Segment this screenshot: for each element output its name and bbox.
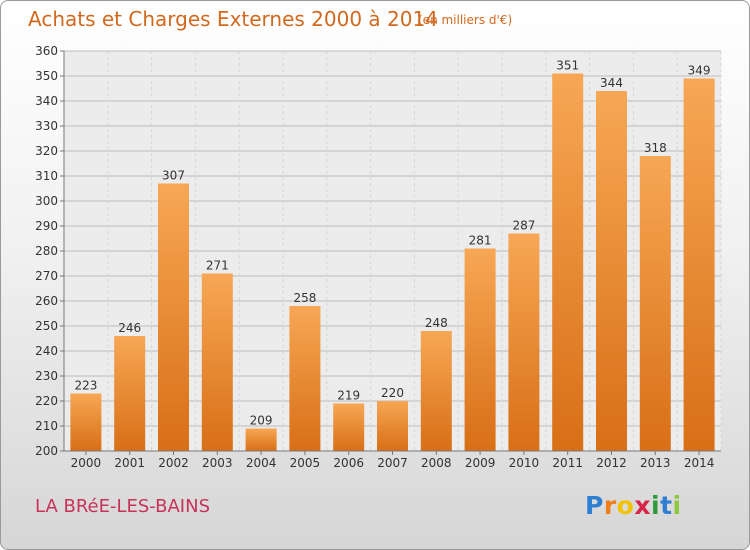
bar xyxy=(639,156,671,451)
bar xyxy=(464,248,496,451)
data-label: 287 xyxy=(512,219,535,233)
x-tick-label: 2009 xyxy=(465,456,496,470)
y-tick-label: 280 xyxy=(35,244,58,258)
x-tick-label: 2005 xyxy=(290,456,321,470)
y-tick-label: 340 xyxy=(35,94,58,108)
data-label: 220 xyxy=(381,386,404,400)
data-label: 344 xyxy=(600,76,623,90)
data-label: 248 xyxy=(425,316,448,330)
y-tick-label: 200 xyxy=(35,444,58,458)
x-tick-label: 2002 xyxy=(158,456,189,470)
logo-letter: x xyxy=(634,491,651,520)
bar xyxy=(377,401,408,451)
logo-letter: r xyxy=(603,491,617,520)
chart-title: Achats et Charges Externes 2000 à 2014 xyxy=(28,7,438,31)
x-tick-label: 2003 xyxy=(202,456,233,470)
y-tick-label: 260 xyxy=(35,294,58,308)
chart-subtitle: (en milliers d'€) xyxy=(418,13,513,27)
logo-letter: o xyxy=(616,491,635,520)
logo-letter: P xyxy=(585,491,604,520)
data-label: 349 xyxy=(688,64,711,78)
y-tick-label: 310 xyxy=(35,169,58,183)
bar xyxy=(70,393,102,451)
x-tick-label: 2007 xyxy=(377,456,408,470)
commune-name: LA BRéE-LES-BAINS xyxy=(35,496,211,517)
data-label: 223 xyxy=(74,379,97,393)
y-tick-label: 330 xyxy=(35,119,58,133)
bar xyxy=(508,233,540,451)
x-tick-label: 2013 xyxy=(640,456,671,470)
x-tick-label: 2008 xyxy=(421,456,452,470)
bar xyxy=(289,306,321,451)
x-tick-label: 2000 xyxy=(71,456,102,470)
data-label: 307 xyxy=(162,169,185,183)
data-label: 246 xyxy=(118,321,141,335)
x-tick-label: 2001 xyxy=(114,456,145,470)
data-label: 219 xyxy=(337,389,360,403)
x-tick-label: 2014 xyxy=(684,456,715,470)
bar xyxy=(333,403,365,451)
y-tick-label: 230 xyxy=(35,369,58,383)
y-tick-label: 360 xyxy=(35,44,58,58)
bar xyxy=(420,331,452,451)
axes: 200 210 220 230 240 250 260 270 280 290 300 310 320 3… xyxy=(35,44,721,470)
bar xyxy=(114,336,146,451)
y-tick-label: 350 xyxy=(35,69,58,83)
bar xyxy=(245,428,277,451)
proxiti-logo[interactable]: Proxiti xyxy=(585,491,682,520)
y-tick-label: 270 xyxy=(35,269,58,283)
x-tick-label: 2006 xyxy=(333,456,364,470)
data-label: 351 xyxy=(556,59,579,73)
bar xyxy=(201,273,233,451)
y-tick-label: 250 xyxy=(35,319,58,333)
y-tick-label: 290 xyxy=(35,219,58,233)
data-label: 209 xyxy=(250,414,273,428)
data-label: 271 xyxy=(206,259,229,273)
bar xyxy=(683,78,715,451)
data-label: 258 xyxy=(293,291,316,305)
y-tick-label: 240 xyxy=(35,344,58,358)
logo-letter: t xyxy=(660,491,673,520)
x-tick-label: 2012 xyxy=(596,456,627,470)
y-tick-label: 320 xyxy=(35,144,58,158)
y-tick-label: 220 xyxy=(35,394,58,408)
x-tick-label: 2010 xyxy=(509,456,540,470)
x-tick-label: 2004 xyxy=(246,456,277,470)
y-tick-label: 300 xyxy=(35,194,58,208)
logo-letter: i xyxy=(651,491,661,520)
bar xyxy=(552,73,584,451)
logo-letter: i xyxy=(672,491,682,520)
bars: 223 246 307 271 209 258 219 220 248 281 287 351 344 3… xyxy=(70,59,715,451)
bar xyxy=(596,91,627,451)
data-label: 318 xyxy=(644,141,667,155)
x-tick-label: 2011 xyxy=(552,456,583,470)
y-tick-label: 210 xyxy=(35,419,58,433)
bar xyxy=(158,183,189,451)
data-label: 281 xyxy=(469,234,492,248)
